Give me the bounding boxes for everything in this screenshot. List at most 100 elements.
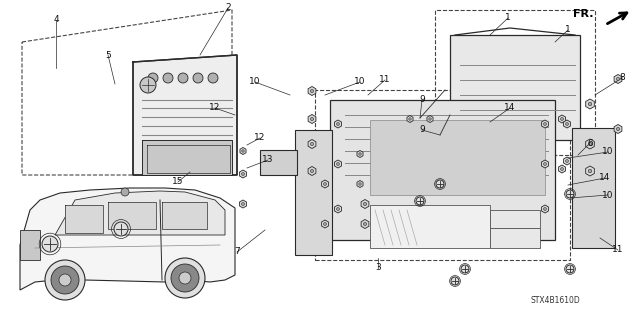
Text: STX4B1610D: STX4B1610D <box>530 296 580 305</box>
Polygon shape <box>335 205 342 213</box>
Polygon shape <box>559 115 566 123</box>
Polygon shape <box>450 35 580 140</box>
Text: 6: 6 <box>587 138 593 147</box>
Text: 10: 10 <box>602 190 614 199</box>
Circle shape <box>416 197 424 205</box>
Text: 2: 2 <box>225 4 231 12</box>
Text: 11: 11 <box>380 76 391 85</box>
Text: 3: 3 <box>375 263 381 272</box>
Circle shape <box>337 163 339 165</box>
Text: 5: 5 <box>105 50 111 60</box>
Polygon shape <box>321 180 328 188</box>
Circle shape <box>588 169 592 173</box>
Circle shape <box>171 264 199 292</box>
Text: 1: 1 <box>565 26 571 34</box>
Circle shape <box>140 77 156 93</box>
Text: 14: 14 <box>599 174 611 182</box>
Polygon shape <box>559 165 566 173</box>
Polygon shape <box>239 200 246 208</box>
Circle shape <box>359 183 361 185</box>
Polygon shape <box>586 99 595 109</box>
Polygon shape <box>108 202 156 229</box>
Circle shape <box>324 182 326 185</box>
Polygon shape <box>407 115 413 122</box>
Polygon shape <box>240 147 246 154</box>
Circle shape <box>461 265 469 273</box>
Text: 10: 10 <box>249 78 260 86</box>
Circle shape <box>148 73 158 83</box>
Circle shape <box>45 260 85 300</box>
Polygon shape <box>330 100 555 240</box>
Circle shape <box>337 122 339 125</box>
Circle shape <box>324 223 326 226</box>
Text: 8: 8 <box>619 73 625 83</box>
Text: 7: 7 <box>234 248 240 256</box>
Polygon shape <box>586 166 595 176</box>
Text: 10: 10 <box>355 78 365 86</box>
Text: 13: 13 <box>262 155 274 165</box>
Circle shape <box>165 258 205 298</box>
Circle shape <box>337 208 339 211</box>
Circle shape <box>566 265 574 273</box>
Circle shape <box>364 222 367 226</box>
Circle shape <box>616 78 620 81</box>
Circle shape <box>543 163 547 165</box>
Polygon shape <box>133 55 237 175</box>
Circle shape <box>561 118 563 120</box>
Circle shape <box>543 122 547 125</box>
Polygon shape <box>564 157 570 165</box>
Circle shape <box>193 73 203 83</box>
Circle shape <box>178 73 188 83</box>
Circle shape <box>566 160 568 162</box>
Text: 9: 9 <box>419 95 425 105</box>
Circle shape <box>429 118 431 120</box>
Polygon shape <box>361 219 369 228</box>
Polygon shape <box>541 160 548 168</box>
Circle shape <box>409 118 412 120</box>
Polygon shape <box>239 170 246 178</box>
Circle shape <box>242 203 244 205</box>
Polygon shape <box>162 202 207 229</box>
Polygon shape <box>541 205 548 213</box>
Polygon shape <box>308 167 316 175</box>
Circle shape <box>310 117 314 121</box>
Text: 11: 11 <box>612 246 624 255</box>
Circle shape <box>242 173 244 175</box>
Bar <box>370 205 490 248</box>
Polygon shape <box>335 120 342 128</box>
Bar <box>490 210 540 228</box>
Circle shape <box>310 89 314 93</box>
Circle shape <box>310 169 314 173</box>
Circle shape <box>310 142 314 145</box>
Circle shape <box>163 73 173 83</box>
Polygon shape <box>260 150 297 175</box>
Bar <box>490 228 540 248</box>
Text: 4: 4 <box>53 16 59 25</box>
Polygon shape <box>20 188 235 290</box>
Circle shape <box>436 180 444 188</box>
Circle shape <box>364 203 367 205</box>
Circle shape <box>114 222 128 236</box>
Circle shape <box>208 73 218 83</box>
Text: 12: 12 <box>209 103 221 113</box>
Polygon shape <box>541 120 548 128</box>
Polygon shape <box>55 191 225 235</box>
Circle shape <box>59 274 71 286</box>
Circle shape <box>51 266 79 294</box>
Circle shape <box>242 150 244 152</box>
Text: 1: 1 <box>505 13 511 23</box>
Polygon shape <box>335 160 342 168</box>
Polygon shape <box>20 230 40 260</box>
Polygon shape <box>65 205 103 233</box>
Circle shape <box>359 153 361 155</box>
Polygon shape <box>427 115 433 122</box>
Text: 14: 14 <box>504 103 516 113</box>
Circle shape <box>561 167 563 170</box>
Polygon shape <box>370 120 545 195</box>
Circle shape <box>179 272 191 284</box>
Circle shape <box>566 122 568 125</box>
Circle shape <box>588 142 592 146</box>
Polygon shape <box>564 120 570 128</box>
Circle shape <box>121 188 129 196</box>
Circle shape <box>588 102 592 106</box>
